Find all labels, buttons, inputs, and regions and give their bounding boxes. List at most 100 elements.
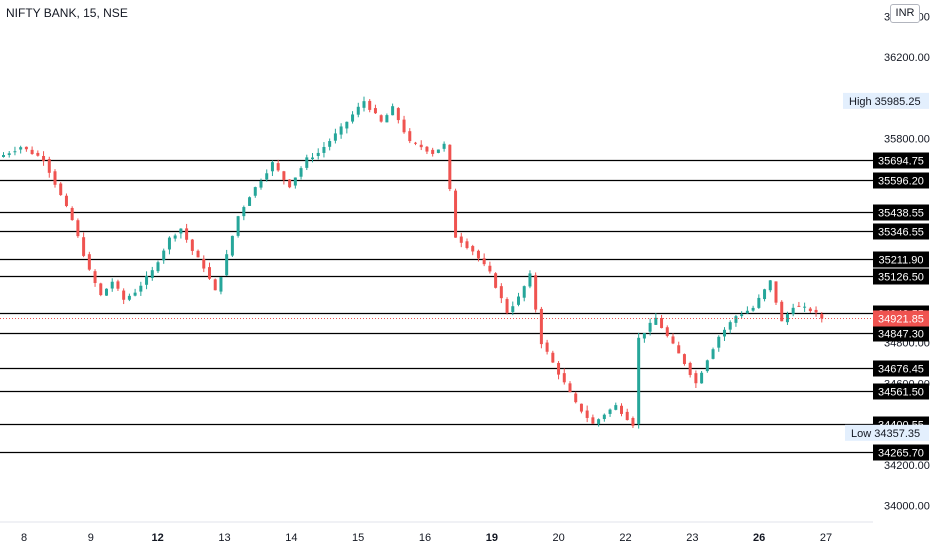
candle-body — [145, 276, 149, 285]
candle-body — [682, 354, 686, 364]
candle-body — [820, 314, 824, 319]
candle-body — [236, 216, 240, 236]
level-tag-label: 35211.90 — [878, 255, 923, 267]
candle-body — [705, 360, 709, 372]
x-tick-label: 14 — [285, 532, 297, 544]
level-tag — [873, 383, 929, 400]
candle-body — [505, 299, 509, 313]
candle-body — [13, 151, 17, 153]
candle-body — [110, 281, 114, 289]
candle-body — [677, 345, 681, 354]
candle-body — [785, 314, 789, 323]
candle-body — [700, 372, 704, 384]
candle-body — [127, 295, 131, 300]
currency-badge[interactable]: INR — [890, 4, 920, 23]
candle-body — [230, 235, 234, 256]
candle-body — [213, 279, 217, 291]
candle-body — [431, 149, 435, 154]
candle-body — [637, 337, 641, 425]
candle-body — [414, 142, 417, 144]
candle-body — [208, 267, 211, 279]
x-tick-label: 12 — [152, 532, 164, 544]
candle-body — [803, 306, 807, 308]
candle-body — [59, 183, 63, 196]
candle-body — [402, 119, 406, 133]
candle-body — [167, 237, 171, 250]
candle-body — [30, 149, 34, 155]
candle-body — [694, 373, 698, 384]
x-tick-label: 16 — [419, 532, 431, 544]
candle-body — [574, 393, 578, 403]
candle-body — [791, 307, 795, 315]
candle-body — [740, 314, 744, 317]
candle-body — [728, 322, 732, 330]
candle-body — [248, 197, 252, 206]
candle-body — [494, 273, 498, 288]
candle-body — [276, 163, 280, 171]
candle-body — [322, 146, 326, 153]
candle-body — [345, 121, 349, 129]
x-tick-label: 9 — [88, 532, 94, 544]
candle-body — [179, 228, 183, 234]
level-tag — [873, 152, 929, 169]
candle-body — [379, 115, 383, 122]
candle-body — [557, 362, 561, 375]
candle-body — [534, 275, 538, 310]
candle-body — [93, 271, 97, 284]
candle-body — [602, 414, 606, 420]
y-tick-label: 34200.00 — [884, 460, 930, 472]
candle-body — [448, 144, 452, 190]
candle-body — [105, 288, 108, 296]
candle-body — [339, 126, 343, 135]
candle-body — [654, 317, 658, 325]
level-tag — [873, 204, 929, 221]
candle-body — [688, 362, 692, 375]
candle-body — [265, 173, 269, 180]
x-tick-label: 22 — [619, 532, 631, 544]
candle-body — [70, 207, 74, 221]
candle-body — [356, 106, 360, 115]
candle-body — [436, 149, 440, 153]
candle-body — [671, 336, 675, 344]
candle-body — [465, 241, 469, 248]
candle-body — [539, 308, 543, 345]
candle-body — [82, 237, 86, 256]
candle-body — [99, 283, 103, 296]
level-tag — [873, 444, 929, 461]
candle-body — [763, 289, 767, 300]
x-tick-label: 27 — [820, 532, 832, 544]
low-tag — [845, 424, 929, 441]
candle-body — [150, 270, 154, 278]
candle-body — [133, 292, 137, 296]
candle-body — [362, 101, 366, 108]
candle-body — [522, 286, 526, 298]
chart-title: NIFTY BANK, 15, NSE — [6, 6, 128, 20]
candle-body — [625, 411, 629, 421]
candle-body — [551, 352, 555, 363]
candle-body — [24, 146, 28, 150]
candle-body — [396, 108, 400, 121]
x-tick-label: 8 — [21, 532, 27, 544]
candle-body — [734, 316, 738, 323]
level-tag-label: 34847.30 — [878, 329, 924, 341]
candle-body — [568, 383, 572, 393]
y-tick-label: 35800.00 — [884, 134, 930, 146]
candle-body — [299, 168, 303, 177]
price-tags: 35694.75 35596.20 35438.55 35346.55 35211.90… — [843, 92, 929, 461]
candle-body — [316, 152, 320, 156]
candle-body — [471, 246, 475, 252]
candle-body — [579, 403, 583, 412]
level-tag — [873, 172, 929, 189]
candle-body — [751, 307, 755, 311]
level-tag — [873, 325, 929, 342]
x-axis: 8 9 12 13 14 15 16 19 20 22 23 26 27 — [0, 521, 873, 544]
y-tick-label: 36200.00 — [884, 52, 930, 64]
candle-body — [620, 405, 623, 414]
candle-body — [42, 155, 46, 161]
candle-body — [517, 296, 520, 305]
candle-body — [162, 250, 166, 261]
candle-body — [202, 258, 206, 269]
low-tag-label: Low 34357.35 — [851, 428, 920, 440]
candle-body — [270, 162, 274, 172]
